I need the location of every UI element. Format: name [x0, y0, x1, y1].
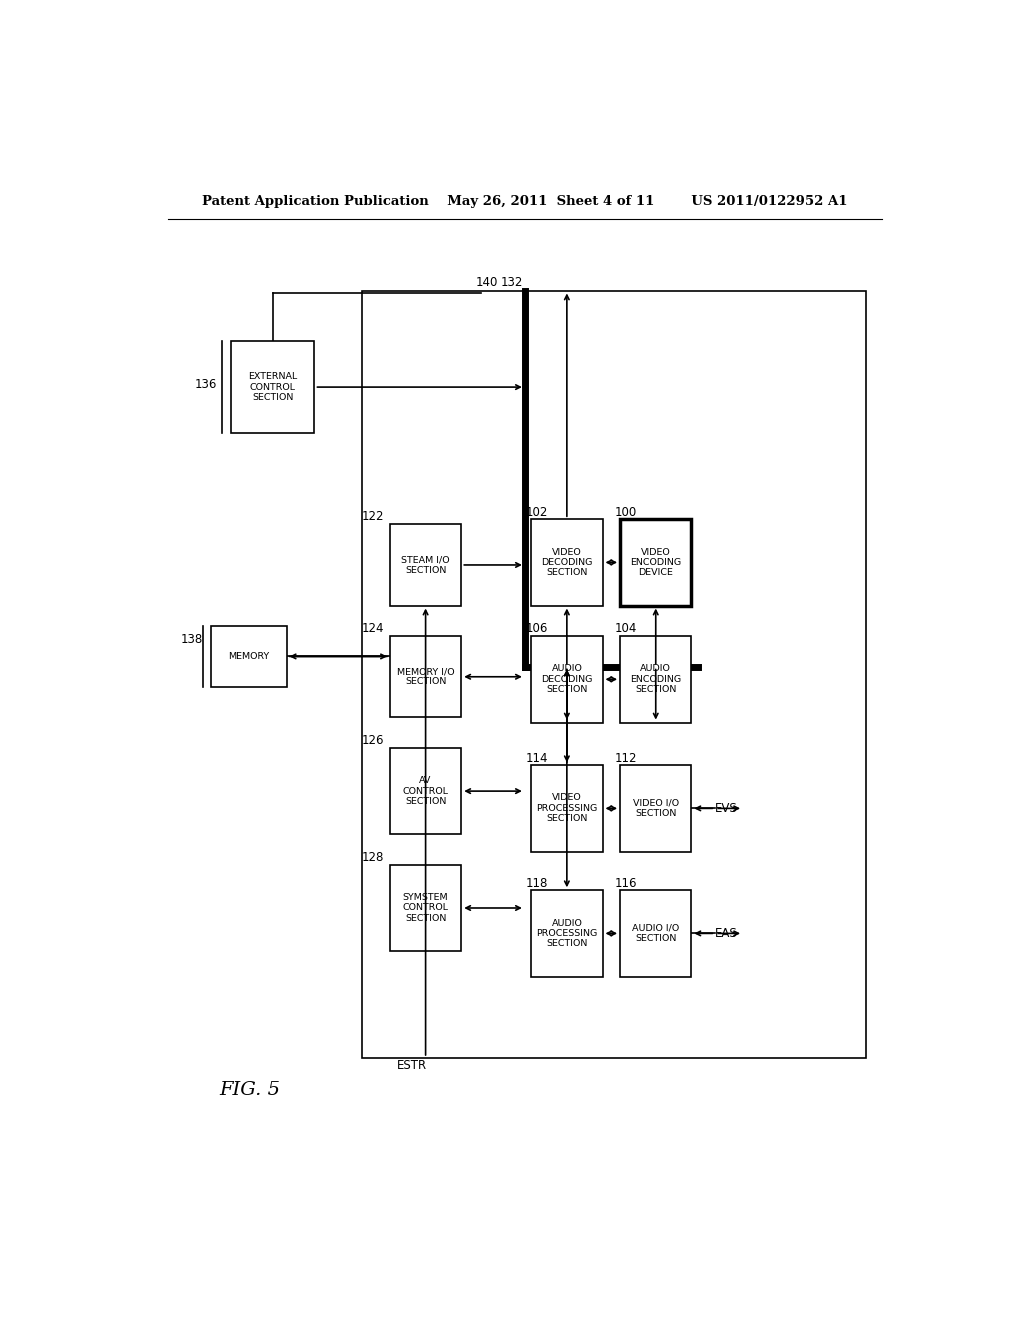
Text: MEMORY I/O
SECTION: MEMORY I/O SECTION	[396, 667, 455, 686]
Text: VIDEO
DECODING
SECTION: VIDEO DECODING SECTION	[541, 548, 593, 577]
Text: 118: 118	[525, 876, 548, 890]
Bar	[231, 342, 314, 433]
Bar	[620, 766, 691, 851]
Text: EAS: EAS	[715, 928, 738, 940]
Text: Patent Application Publication    May 26, 2011  Sheet 4 of 11        US 2011/012: Patent Application Publication May 26, 2…	[202, 194, 848, 207]
Bar	[362, 290, 866, 1057]
Bar	[531, 519, 602, 606]
Text: STEAM I/O
SECTION: STEAM I/O SECTION	[401, 556, 450, 574]
Bar	[531, 890, 602, 977]
Text: 102: 102	[525, 506, 548, 519]
Text: 128: 128	[361, 851, 384, 865]
Text: AUDIO
ENCODING
SECTION: AUDIO ENCODING SECTION	[630, 664, 681, 694]
Text: 100: 100	[614, 506, 637, 519]
Bar	[620, 519, 691, 606]
Text: VIDEO
ENCODING
DEVICE: VIDEO ENCODING DEVICE	[630, 548, 681, 577]
Text: 136: 136	[195, 378, 217, 391]
Text: AV
CONTROL
SECTION: AV CONTROL SECTION	[402, 776, 449, 807]
Text: 112: 112	[614, 751, 637, 764]
Text: 122: 122	[361, 510, 384, 523]
Text: AUDIO
DECODING
SECTION: AUDIO DECODING SECTION	[541, 664, 593, 694]
Bar	[620, 636, 691, 722]
Text: EXTERNAL
CONTROL
SECTION: EXTERNAL CONTROL SECTION	[248, 372, 297, 403]
Bar	[531, 766, 602, 851]
Text: 140: 140	[475, 276, 498, 289]
Text: 138: 138	[180, 632, 203, 645]
Text: 104: 104	[614, 623, 637, 635]
Text: 132: 132	[501, 276, 523, 289]
Text: VIDEO
PROCESSING
SECTION: VIDEO PROCESSING SECTION	[537, 793, 597, 824]
Text: 124: 124	[361, 623, 384, 635]
Text: SYMSTEM
CONTROL
SECTION: SYMSTEM CONTROL SECTION	[402, 894, 449, 923]
Text: 106: 106	[525, 623, 548, 635]
Text: 116: 116	[614, 876, 637, 890]
Text: FIG. 5: FIG. 5	[219, 1081, 281, 1100]
Text: MEMORY: MEMORY	[228, 652, 269, 661]
Bar	[390, 636, 462, 718]
Text: 114: 114	[525, 751, 548, 764]
Bar	[620, 890, 691, 977]
Bar	[390, 748, 462, 834]
Text: 126: 126	[361, 734, 384, 747]
Text: AUDIO
PROCESSING
SECTION: AUDIO PROCESSING SECTION	[537, 919, 597, 948]
Text: AUDIO I/O
SECTION: AUDIO I/O SECTION	[632, 924, 679, 942]
Bar	[211, 626, 287, 686]
Bar	[390, 865, 462, 952]
Text: VIDEO I/O
SECTION: VIDEO I/O SECTION	[633, 799, 679, 818]
Bar	[531, 636, 602, 722]
Text: ESTR: ESTR	[397, 1059, 427, 1072]
Bar	[390, 524, 462, 606]
Text: EVS: EVS	[715, 803, 738, 816]
